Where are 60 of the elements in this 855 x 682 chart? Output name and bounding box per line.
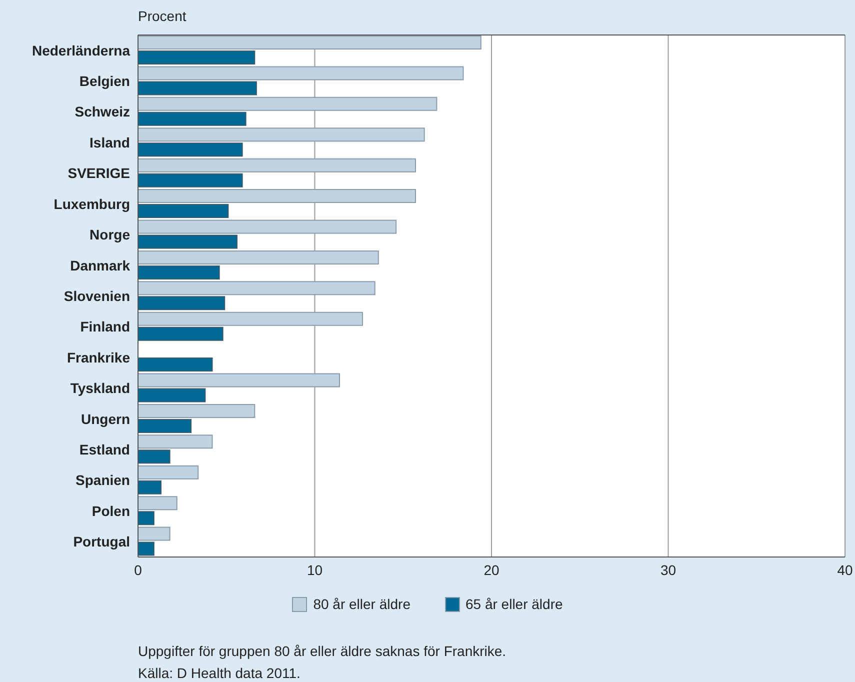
y-tick-label: Schweiz — [74, 104, 130, 120]
bar — [138, 142, 243, 157]
y-tick-label: Slovenien — [64, 288, 130, 304]
bar — [138, 250, 379, 264]
bar — [138, 496, 178, 510]
bar — [138, 112, 246, 126]
bar — [138, 465, 199, 480]
y-tick-label: Frankrike — [66, 349, 130, 366]
text: Källa: D Health data 2011. — [138, 664, 302, 682]
bar — [138, 418, 192, 433]
x-tick-label: 0 — [134, 562, 142, 578]
bar — [138, 173, 243, 188]
bar — [138, 434, 213, 449]
y-tick-label: Norge — [90, 226, 130, 243]
text: Uppgifter för gruppen 80 år eller äldre saknas för Frankrike. — [138, 642, 506, 661]
bar — [138, 36, 482, 50]
bar — [138, 480, 162, 494]
y-tick-label: Ungern — [81, 410, 130, 427]
bar — [138, 511, 154, 526]
bar — [138, 265, 220, 280]
bar — [138, 358, 213, 372]
bar — [138, 189, 416, 204]
bar — [138, 281, 376, 296]
x-tick-label: 20 — [484, 562, 500, 578]
bar — [138, 388, 206, 402]
y-tick-label: Island — [90, 134, 130, 150]
y-tick-label: Belgien — [79, 73, 130, 90]
y-tick-label: Luxemburg — [54, 196, 130, 212]
bar — [138, 96, 438, 111]
bar — [138, 312, 363, 326]
bar — [138, 50, 256, 64]
y-tick-label: Tyskland — [70, 380, 130, 396]
y-tick-label: Polen — [92, 502, 130, 519]
legend-label: 80 år eller äldre — [313, 596, 410, 612]
bar — [138, 404, 256, 418]
x-tick-label: 40 — [837, 562, 853, 578]
bar — [138, 526, 170, 541]
bar — [138, 128, 425, 142]
y-tick-label: SVERIGE — [68, 165, 130, 182]
bar — [138, 296, 226, 310]
y-tick-label: Finland — [80, 318, 130, 335]
x-tick-label: 30 — [660, 562, 676, 578]
bar — [138, 326, 224, 341]
bar — [138, 234, 238, 249]
y-tick-label: Portugal — [73, 534, 130, 550]
bar — [138, 158, 416, 172]
y-tick-label: Spanien — [76, 472, 130, 488]
bar — [138, 450, 170, 464]
legend-label: 65 år eller äldre — [466, 596, 563, 612]
bar — [138, 204, 229, 218]
bar — [138, 220, 397, 234]
y-tick-label: Danmark — [70, 257, 130, 274]
bar — [138, 542, 154, 556]
bar — [138, 81, 257, 96]
x-axis-title: Procent — [138, 8, 186, 24]
bar — [138, 66, 464, 80]
y-tick-label: Estland — [79, 442, 130, 458]
bar — [138, 373, 340, 388]
x-tick-label: 10 — [306, 562, 323, 578]
y-tick-label: Nederländerna — [32, 42, 130, 58]
